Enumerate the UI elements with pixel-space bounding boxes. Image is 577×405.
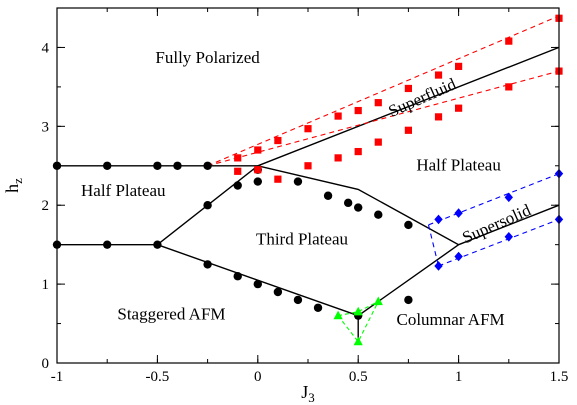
data-point: [373, 296, 383, 306]
data-point: [293, 177, 303, 186]
x-tick-label: 1: [455, 369, 463, 385]
data-point: [233, 181, 242, 190]
data-point: [404, 295, 413, 305]
data-point: [103, 161, 112, 170]
data-point: [374, 99, 382, 107]
region-label: Fully Polarized: [155, 48, 260, 67]
data-point: [334, 154, 342, 162]
boundary-line: [337, 301, 379, 317]
data-point: [455, 104, 463, 112]
data-point: [434, 214, 443, 225]
data-point: [153, 161, 162, 170]
x-tick-label: 0.5: [349, 369, 368, 385]
x-tick-label: 0: [254, 369, 262, 385]
region-labels: Fully Polarized Half Plateau Half Plateau T…: [81, 48, 534, 329]
data-point: [333, 310, 343, 320]
x-axis-label: J3: [301, 382, 315, 405]
region-label: Half Plateau: [416, 156, 501, 175]
data-point: [254, 146, 262, 154]
region-label: Supersolid: [459, 200, 534, 247]
data-point: [234, 167, 242, 175]
data-point: [404, 126, 412, 134]
x-tick-label: -0.5: [146, 369, 170, 385]
data-point: [374, 210, 383, 219]
data-point: [434, 71, 443, 79]
data-point: [504, 192, 513, 203]
y-tick-label: 0: [42, 356, 50, 372]
data-point: [254, 166, 262, 174]
data-point: [434, 113, 443, 121]
data-point: [203, 161, 212, 170]
data-point: [505, 37, 513, 45]
region-label: Half Plateau: [81, 181, 166, 200]
data-point: [273, 287, 283, 297]
boundary-line: [207, 70, 560, 167]
data-point: [454, 208, 463, 218]
region-label: Third Plateau: [256, 230, 349, 249]
data-point: [374, 138, 382, 146]
data-point: [353, 336, 363, 346]
data-markers: [52, 14, 564, 346]
region-label: Superfluid: [386, 74, 460, 121]
data-point: [203, 201, 212, 210]
y-tick-label: 2: [42, 198, 50, 214]
x-axis-ticks: -1 -0.5 0 0.5 1 1.5: [51, 8, 569, 385]
y-tick-label: 4: [42, 40, 50, 56]
data-point: [455, 62, 463, 70]
data-point: [404, 220, 413, 230]
data-point: [504, 231, 513, 242]
boundary-line: [337, 301, 379, 343]
phase-boundaries: [57, 15, 560, 343]
boundary-line: [427, 224, 440, 267]
data-point: [304, 125, 312, 133]
data-point: [253, 177, 262, 186]
data-point: [354, 106, 362, 115]
data-point: [274, 136, 282, 145]
data-point: [173, 161, 182, 170]
data-point: [354, 147, 362, 156]
boundary-line: [257, 46, 560, 167]
boundary-line: [57, 165, 560, 246]
y-axis-ticks: 0 1 2 3 4: [42, 7, 559, 372]
data-point: [153, 240, 162, 249]
region-label: Columnar AFM: [396, 310, 504, 329]
data-point: [103, 240, 112, 249]
y-tick-label: 1: [42, 277, 50, 293]
x-tick-label: -1: [51, 369, 64, 385]
data-point: [274, 175, 282, 183]
boundary-line: [57, 165, 259, 246]
y-tick-label: 3: [42, 119, 50, 135]
data-point: [343, 198, 353, 208]
data-point: [233, 272, 242, 281]
data-point: [253, 279, 262, 289]
boundary-line: [207, 15, 560, 167]
data-point: [454, 251, 463, 262]
data-point: [323, 191, 333, 200]
data-point: [234, 154, 242, 162]
data-point: [293, 295, 303, 305]
data-point: [334, 112, 342, 120]
data-point: [313, 303, 323, 312]
data-point: [203, 260, 212, 269]
data-point: [304, 162, 312, 170]
region-label: Staggered AFM: [117, 305, 225, 324]
data-point: [353, 306, 363, 316]
data-point: [434, 261, 443, 271]
data-point: [505, 83, 513, 91]
y-axis-label: hz: [2, 178, 25, 193]
x-tick-label: 1.5: [550, 369, 569, 385]
data-point: [404, 84, 412, 93]
data-point: [354, 203, 363, 212]
